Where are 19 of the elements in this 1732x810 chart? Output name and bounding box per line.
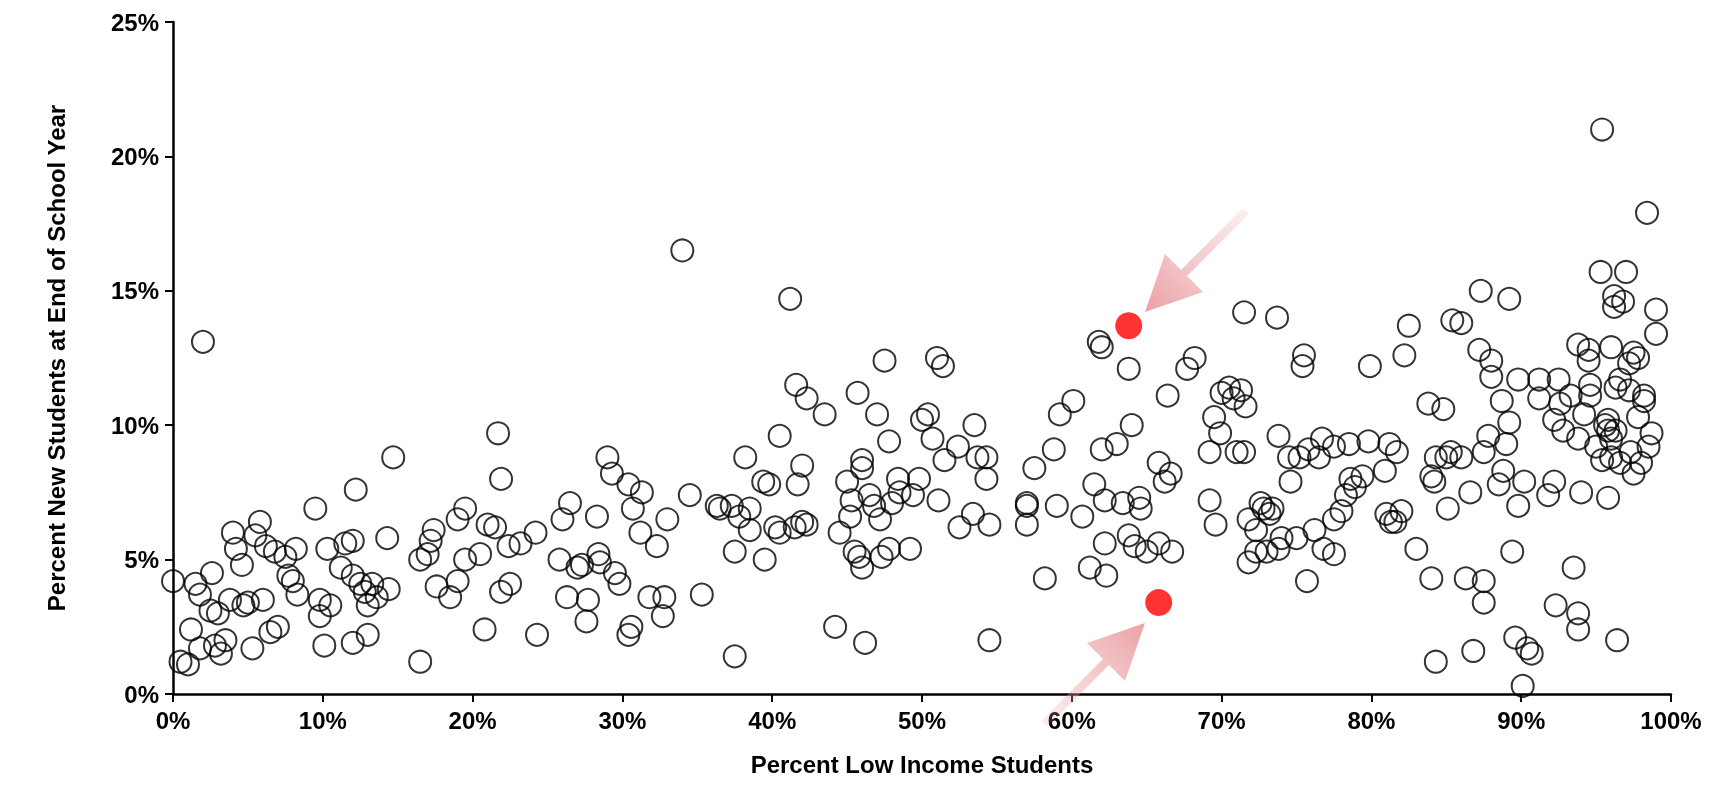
x-axis-title: Percent Low Income Students [750, 750, 1094, 778]
x-tick-label: 40% [748, 706, 797, 734]
x-tick-label: 10% [298, 706, 347, 734]
x-tick-label: 30% [598, 706, 647, 734]
x-tick-label: 90% [1497, 706, 1546, 734]
x-tick-label: 50% [897, 706, 947, 734]
y-axis-title: Percent New Students at End of School Year [42, 104, 70, 612]
y-tick-label: 25% [110, 8, 159, 36]
x-tick-label: 20% [448, 706, 497, 734]
x-tick-label: 80% [1347, 706, 1396, 734]
x-tick-label: 100% [1640, 706, 1702, 734]
x-tick-label: 60% [1047, 706, 1096, 734]
y-tick-label: 10% [110, 411, 159, 439]
y-tick-label: 5% [124, 546, 159, 574]
y-tick-label: 0% [124, 680, 159, 708]
x-tick-label: 0% [155, 706, 191, 734]
y-tick-label: 20% [110, 142, 159, 170]
x-tick-label: 70% [1197, 706, 1246, 734]
y-tick-label: 15% [110, 277, 159, 305]
